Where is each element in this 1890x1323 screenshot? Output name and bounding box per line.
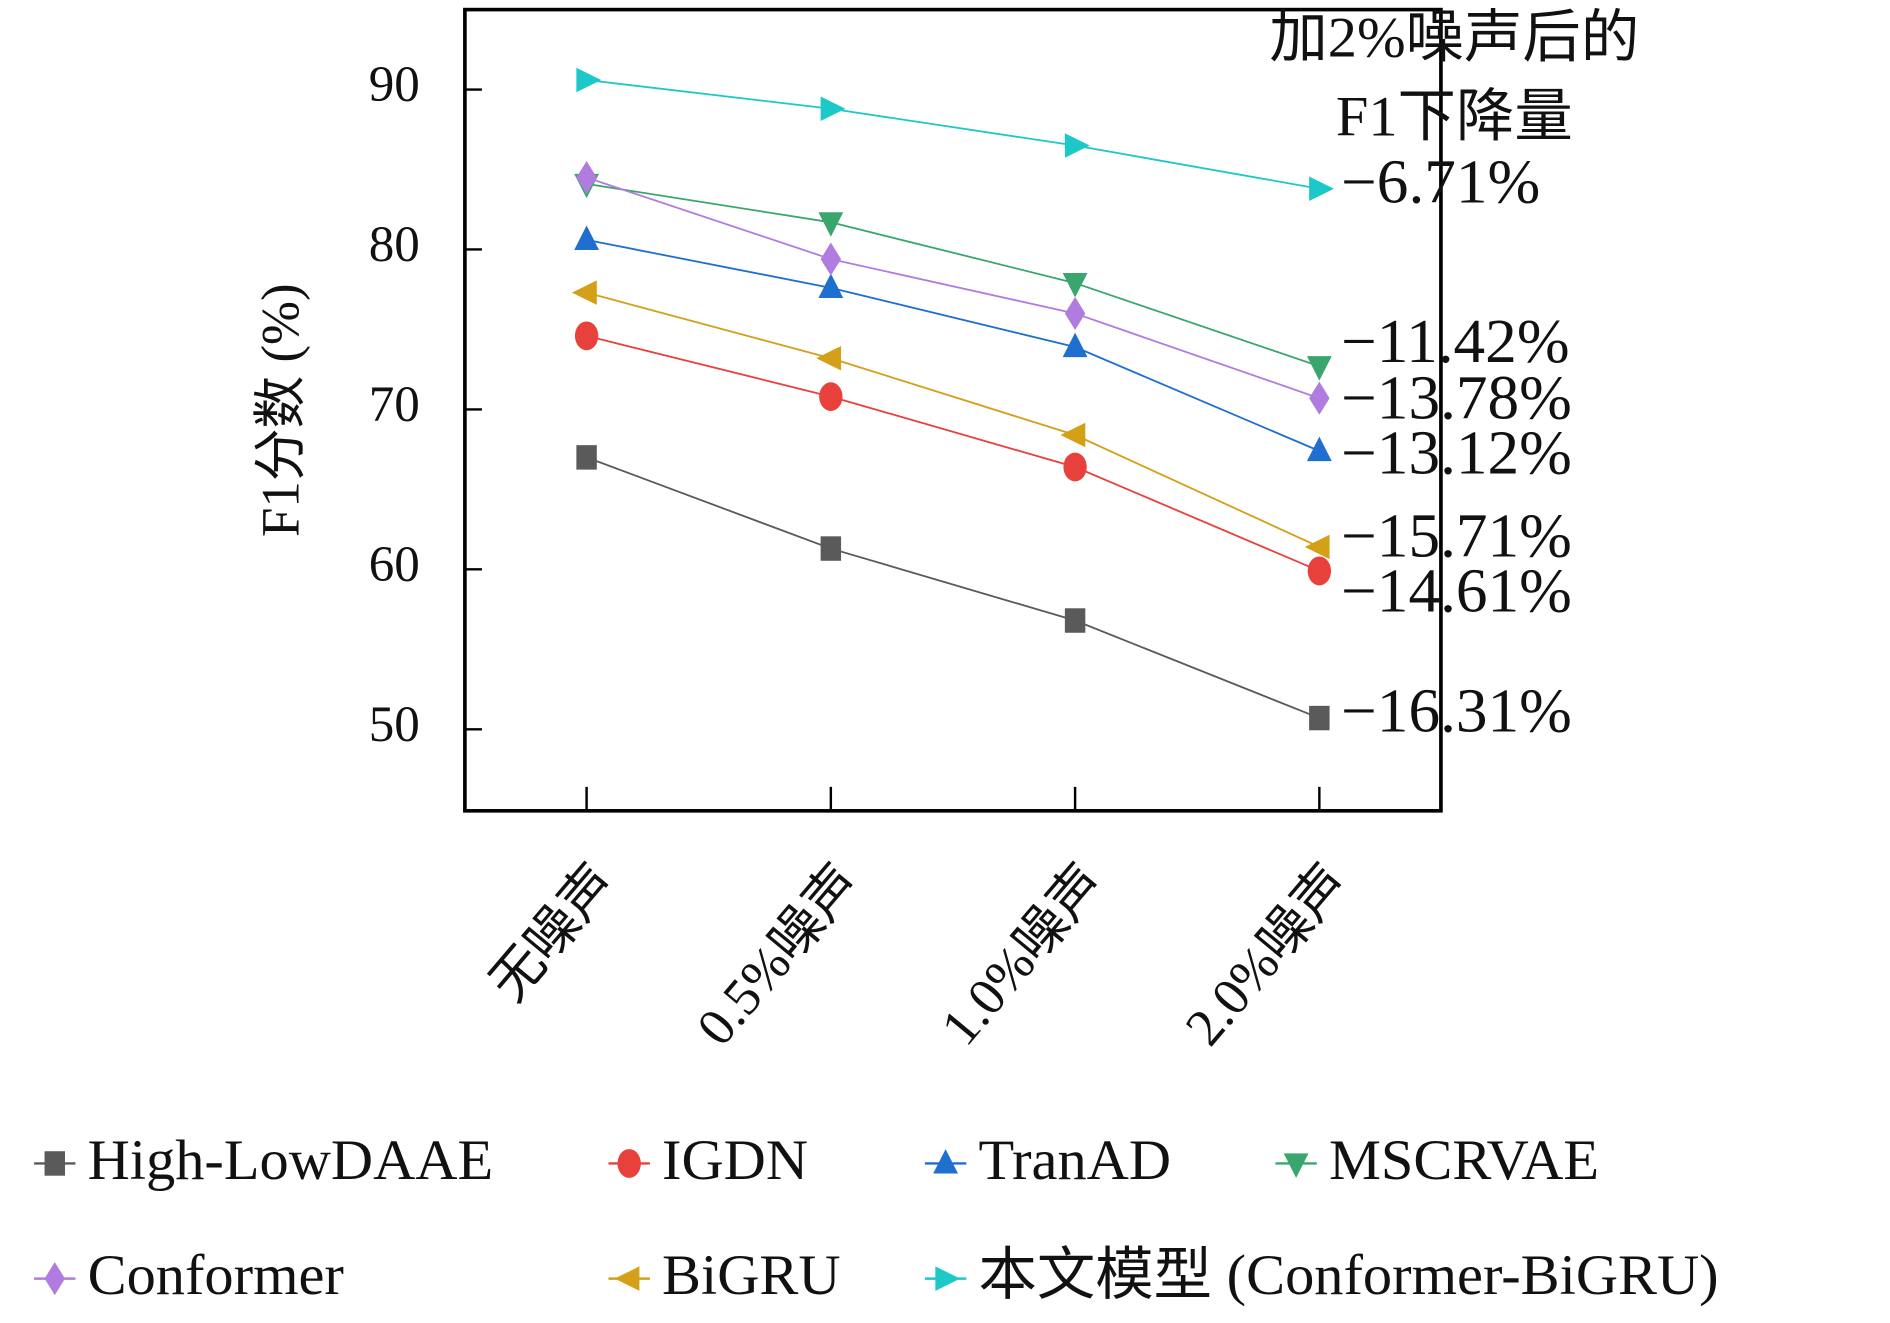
x-tick-label: 2.0%噪声 <box>1175 854 1360 1056</box>
y-tick-label: 90 <box>369 56 420 112</box>
drop-label: −13.12% <box>1341 418 1572 487</box>
annotation-title: 加2%噪声后的 <box>1269 5 1639 70</box>
marker <box>576 160 597 195</box>
legend-label: 本文模型 (Conformer-BiGRU) <box>978 1243 1718 1308</box>
drop-label: −13.78% <box>1341 363 1572 432</box>
plot-frame <box>463 7 1443 813</box>
legend-label: TranAD <box>978 1127 1171 1192</box>
legend-label: BiGRU <box>662 1243 841 1308</box>
y-axis-label: F1分数 (%) <box>252 283 310 537</box>
marker <box>1062 332 1088 358</box>
marker <box>935 1266 961 1291</box>
marker <box>1064 296 1086 331</box>
y-tick-label: 50 <box>369 696 420 752</box>
marker <box>574 321 599 351</box>
series-line <box>586 239 1320 452</box>
drop-label: −11.42% <box>1341 307 1569 376</box>
marker <box>1304 534 1330 560</box>
legend-label: Conformer <box>88 1243 344 1308</box>
drop-label: −6.71% <box>1341 147 1540 216</box>
marker <box>819 382 843 412</box>
marker <box>1063 452 1087 482</box>
series-line <box>586 176 1320 400</box>
series-line <box>586 183 1320 368</box>
y-tick-label: 70 <box>369 376 420 432</box>
marker <box>1064 133 1090 158</box>
x-tick-label: 1.0%噪声 <box>930 854 1115 1056</box>
x-tick-label: 无噪声 <box>479 854 627 1012</box>
marker <box>1060 422 1086 448</box>
marker <box>1309 176 1334 201</box>
marker <box>820 96 846 121</box>
marker <box>574 225 600 250</box>
y-tick-label: 60 <box>369 536 420 592</box>
marker <box>614 1266 640 1291</box>
marker <box>1283 1153 1309 1178</box>
marker <box>816 346 842 371</box>
series-line <box>586 334 1320 572</box>
drop-label: −15.71% <box>1341 501 1572 570</box>
marker <box>1309 705 1330 731</box>
legend-label: MSCRVAE <box>1329 1127 1599 1192</box>
marker <box>1064 608 1086 633</box>
y-tick-label: 80 <box>369 216 420 272</box>
marker <box>933 1149 959 1174</box>
series-line <box>586 79 1320 190</box>
drop-label: −14.61% <box>1341 556 1572 625</box>
annotation-title: F1下降量 <box>1336 84 1573 149</box>
marker <box>1309 381 1330 415</box>
marker <box>44 1262 65 1296</box>
marker <box>1062 272 1088 298</box>
marker <box>818 273 844 298</box>
series-line <box>586 456 1320 719</box>
marker <box>1306 356 1332 381</box>
series-line <box>586 291 1320 548</box>
x-tick-label: 0.5%噪声 <box>686 854 871 1056</box>
legend-label: IGDN <box>662 1127 808 1192</box>
marker <box>571 280 597 305</box>
marker <box>820 536 842 561</box>
marker <box>44 1151 65 1176</box>
drop-label: −16.31% <box>1341 676 1572 745</box>
marker <box>576 445 597 470</box>
marker <box>576 67 602 93</box>
marker <box>818 212 844 237</box>
marker <box>617 1149 641 1178</box>
legend-label: High-LowDAAE <box>88 1127 494 1192</box>
marker <box>1306 436 1332 462</box>
marker <box>820 242 842 276</box>
marker <box>1307 556 1332 586</box>
